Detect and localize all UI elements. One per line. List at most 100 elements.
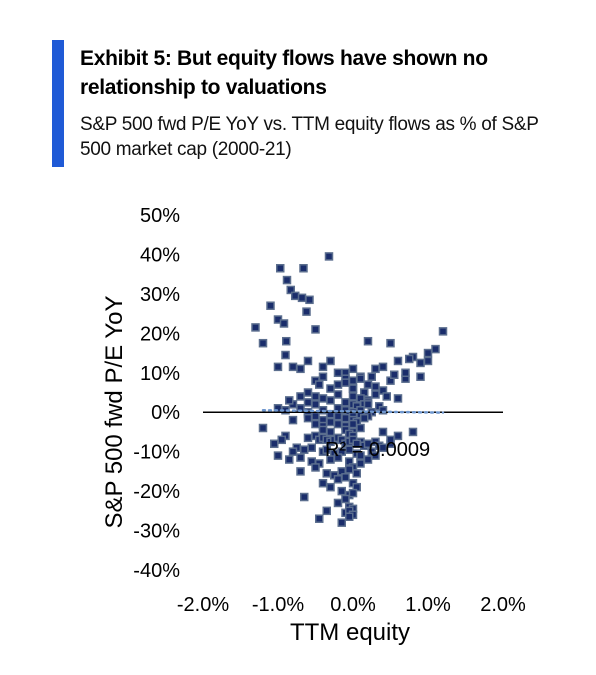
data-point (291, 291, 300, 301)
data-point (348, 376, 358, 385)
x-tick-label: -1.0% (252, 594, 304, 616)
y-tick-label: -40% (133, 560, 180, 582)
data-point (318, 362, 328, 372)
data-point (288, 362, 298, 372)
data-point (311, 325, 320, 334)
data-point (345, 465, 354, 474)
data-point (356, 374, 365, 383)
data-point (348, 419, 358, 429)
data-point (356, 459, 365, 468)
x-axis-ticks: -2.0% -1.0% 0.0% 1.0% 2.0% (177, 594, 526, 616)
data-point (258, 338, 268, 348)
data-point (326, 417, 335, 427)
data-point (378, 427, 388, 437)
data-point (270, 439, 279, 449)
data-point (285, 396, 294, 405)
data-point (423, 356, 433, 366)
data-point (333, 453, 343, 462)
data-point (341, 413, 350, 423)
data-point (363, 400, 373, 409)
data-point (296, 392, 305, 401)
data-point (401, 368, 410, 378)
data-point (345, 512, 354, 521)
data-point (341, 398, 350, 407)
data-point (307, 443, 316, 452)
scatter-points (251, 252, 448, 527)
x-tick-label: -2.0% (177, 594, 229, 616)
y-tick-label: 50% (140, 205, 180, 227)
data-point (318, 425, 328, 435)
data-point (251, 323, 260, 332)
data-point (333, 498, 343, 508)
data-point (341, 378, 350, 387)
data-point (315, 380, 324, 389)
data-point (315, 514, 324, 523)
data-point (393, 394, 403, 403)
data-point (438, 327, 448, 336)
data-point (279, 319, 289, 328)
data-point (296, 364, 305, 374)
data-point (356, 423, 365, 433)
data-point (305, 295, 314, 305)
data-point (352, 469, 361, 478)
x-tick-label: 2.0% (480, 594, 526, 616)
data-point (311, 411, 320, 421)
data-point (300, 445, 309, 454)
data-point (318, 394, 328, 403)
data-point (337, 518, 346, 527)
data-point (333, 411, 343, 421)
data-point (382, 392, 391, 401)
data-point (276, 264, 285, 273)
data-point (416, 372, 425, 381)
data-point (311, 463, 320, 472)
data-point (326, 356, 335, 366)
data-point (390, 370, 399, 379)
r-squared-annotation: R² = 0.0009 (325, 439, 430, 461)
data-point (431, 344, 440, 354)
y-tick-label: -20% (133, 481, 180, 503)
data-point (348, 384, 358, 393)
exhibit-title: Exhibit 5: But equity flows have shown n… (80, 47, 488, 99)
y-tick-label: 30% (140, 284, 180, 306)
data-point (378, 362, 388, 372)
y-tick-label: 0% (151, 402, 180, 424)
exhibit-subtitle: S&P 500 fwd P/E YoY vs. TTM equity flows… (80, 114, 539, 160)
data-point (371, 390, 380, 399)
data-point (363, 380, 373, 389)
data-point (303, 356, 313, 366)
data-point (303, 398, 313, 407)
data-point (303, 433, 313, 443)
data-point (371, 451, 380, 460)
data-point (282, 336, 291, 346)
data-point (333, 419, 343, 429)
data-point (297, 293, 307, 303)
data-point (405, 354, 414, 364)
data-point (286, 285, 295, 295)
data-point (311, 419, 320, 429)
y-tick-label: 20% (140, 323, 180, 345)
accent-bar (52, 40, 64, 167)
data-point (371, 382, 380, 391)
data-point (302, 307, 311, 316)
data-point (333, 390, 343, 399)
data-point (386, 338, 395, 348)
data-point (352, 439, 361, 449)
data-point (303, 413, 313, 423)
data-point (333, 475, 343, 484)
data-point (324, 252, 334, 261)
data-point (386, 435, 395, 445)
data-point (367, 372, 376, 381)
trend-line (261, 409, 445, 414)
x-tick-label: 0.0% (330, 594, 376, 616)
data-point (378, 406, 388, 415)
data-point (378, 443, 388, 452)
data-point (281, 350, 290, 360)
x-tick-label: 1.0% (405, 594, 451, 616)
data-point (363, 336, 373, 346)
y-axis-ticks: 50% 40% 30% 20% 10% 0% -10% -20% -30% -40% (133, 205, 180, 582)
data-point (348, 364, 358, 374)
data-point (296, 467, 305, 476)
data-point (266, 301, 275, 310)
data-point (326, 384, 335, 393)
